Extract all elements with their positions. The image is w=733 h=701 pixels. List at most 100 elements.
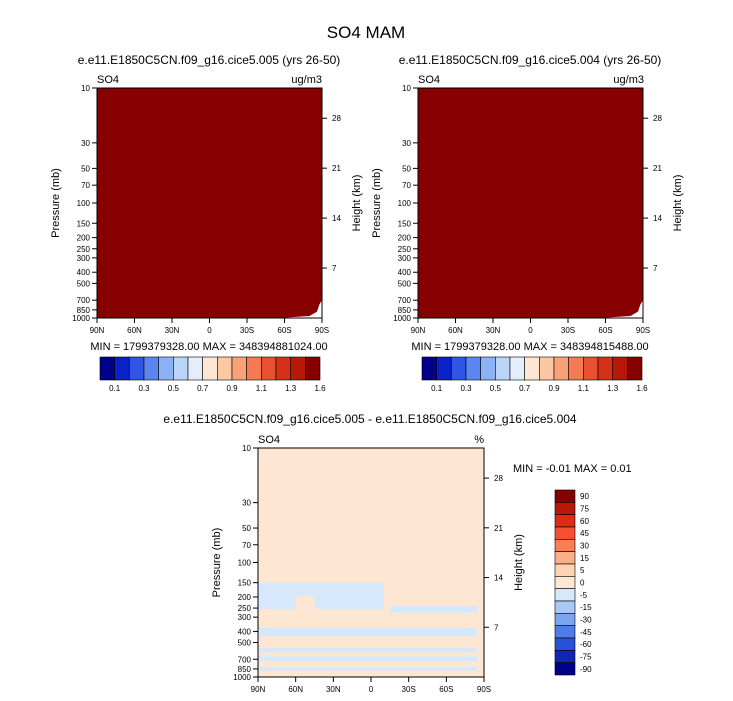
colorbar-swatch [554,600,576,614]
panel-2-var-label: SO4 [418,74,440,86]
y-tick-label: 300 [238,613,252,622]
colorbar-swatch [436,356,452,381]
y2-tick-label: 21 [494,524,503,533]
colorbar-swatch [451,356,467,381]
colorbar-swatch [554,576,576,589]
missing-data-region [278,300,322,318]
y-tick-label: 1000 [72,314,90,323]
y-tick-label: 100 [238,559,252,568]
colorbar-label: 0.3 [138,384,150,393]
y-tick-label: 400 [238,627,252,636]
x-tick-label: 90S [477,685,491,694]
y-tick-label: 50 [81,164,90,173]
x-tick-label: 90N [411,326,426,335]
colorbar-swatch [275,356,291,381]
colorbar-label: 0.7 [519,384,531,393]
colorbar-label: 0.5 [168,384,180,393]
colorbar-swatch [627,356,643,381]
y2-tick-label: 14 [494,574,503,583]
y2-tick-label: 14 [332,214,341,223]
missing-data-region [599,300,643,318]
y-tick-label: 70 [81,181,90,190]
colorbar-label: 1.6 [636,384,648,393]
colorbar-swatch [290,356,306,381]
colorbar-label: -45 [580,628,592,637]
colorbar-swatch [554,551,576,565]
colorbar-swatch [554,637,576,651]
colorbar-label: 1.3 [285,384,297,393]
y2-tick-label: 21 [332,164,341,173]
y-tick-label: 500 [77,279,91,288]
colorbar-swatch [524,356,540,381]
colorbar-swatch [143,356,159,381]
negative-contour-band [258,582,384,596]
y-tick-label: 1000 [393,314,411,323]
colorbar-swatch [554,613,576,626]
y-tick-label: 200 [398,234,412,243]
x-tick-label: 60S [439,685,453,694]
negative-contour-band [258,595,296,610]
panel-2-units: ug/m3 [613,74,644,86]
negative-contour-band [258,627,478,637]
x-tick-label: 60N [127,326,142,335]
colorbar-label: 0.7 [197,384,209,393]
page-title: SO4 MAM [327,23,405,42]
y-tick-label: 400 [77,268,91,277]
colorbar-swatch [217,356,233,381]
colorbar-label: 0 [580,579,585,588]
colorbar-label: -30 [580,616,592,625]
colorbar-label: 15 [580,554,589,563]
y-tick-label: 850 [398,306,412,315]
colorbar-label: -15 [580,603,592,612]
colorbar-label: 1.3 [607,384,619,393]
colorbar-label: 1.1 [578,384,590,393]
panel-1-colorbar: 0.1 0.3 0.5 0.7 0.9 1.1 1.3 1.6 [99,356,326,393]
panel-2-plot-area: 1030507010015020025030040050070085010009… [371,84,684,335]
colorbar-swatch [554,514,576,528]
colorbar-label: 1.6 [314,384,326,393]
panel-3: e.e11.E1850C5CN.f09_g16.cice5.005 - e.e1… [163,412,631,694]
negative-contour-band [258,648,478,653]
colorbar-label: 60 [580,517,589,526]
y-tick-label: 70 [242,541,251,550]
colorbar-swatch [495,356,511,381]
x-tick-label: 30N [165,326,180,335]
colorbar-swatch [305,356,321,381]
y2-tick-label: 28 [494,474,503,483]
colorbar-swatch [129,356,145,381]
panel-3-plot-area: 1030507010015020025030040050070085010009… [211,444,525,694]
colorbar-swatch [554,662,576,676]
x-tick-label: 90S [315,326,329,335]
x-tick-label: 90N [251,685,266,694]
y2-tick-label: 14 [653,214,662,223]
negative-contour-band [314,595,384,610]
y-tick-label: 300 [77,254,91,263]
colorbar-swatch [553,356,569,381]
y-tick-label: 250 [238,604,252,613]
colorbar-swatch [202,356,218,381]
panel-1: e.e11.E1850C5CN.f09_g16.cice5.005 (yrs 2… [50,53,363,393]
negative-contour-band [389,606,478,613]
colorbar-swatch [158,356,174,381]
panel-1-min-max: MIN = 1799379328.00 MAX = 348394881024.0… [90,341,327,353]
colorbar-label: 75 [580,505,589,514]
y-tick-label: 250 [398,245,412,254]
colorbar-swatch [597,356,613,381]
y-tick-label: 700 [238,655,252,664]
y2-axis-title: Height (km) [513,534,525,591]
x-tick-label: 60S [598,326,612,335]
panel-1-var-label: SO4 [97,74,119,86]
colorbar-swatch [465,356,481,381]
y-tick-label: 1000 [233,673,251,682]
negative-contour-band [258,656,478,662]
field-fill [418,88,643,318]
y-tick-label: 400 [398,268,412,277]
y2-tick-label: 28 [332,114,341,123]
y2-axis-title: Height (km) [351,175,363,232]
panel-3-min-max: MIN = -0.01 MAX = 0.01 [513,463,632,475]
colorbar-swatch [554,539,576,552]
colorbar-label: -5 [580,591,588,600]
x-tick-label: 60S [277,326,291,335]
colorbar-label: -90 [580,665,592,674]
